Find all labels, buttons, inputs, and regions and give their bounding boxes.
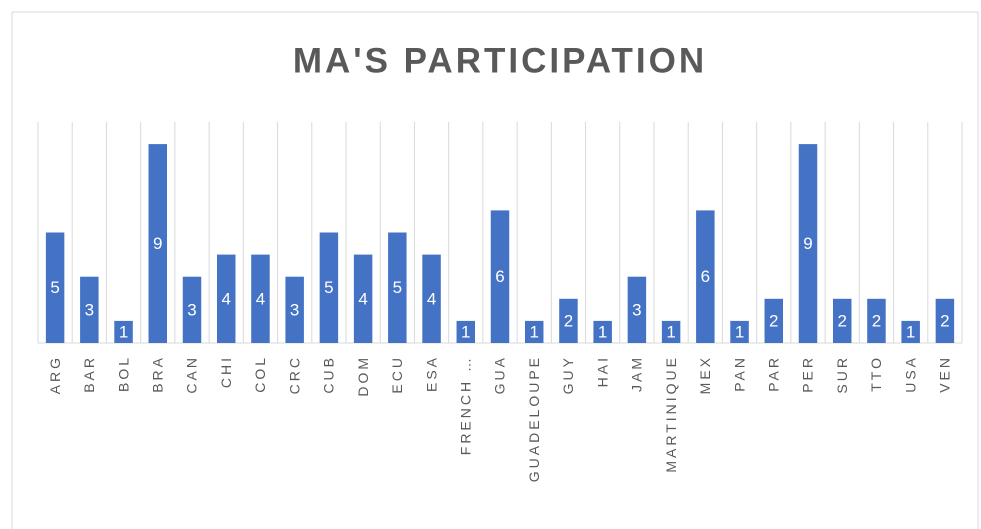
bar <box>456 320 476 343</box>
data-label: 2 <box>769 311 778 330</box>
bar <box>388 232 407 343</box>
x-tick-label: MEX <box>697 355 713 394</box>
x-tick-label: FRENCH … <box>457 355 473 455</box>
bar <box>148 144 168 343</box>
bar <box>867 298 886 343</box>
bar <box>490 210 510 343</box>
bar <box>353 254 373 343</box>
data-label: 5 <box>324 278 333 297</box>
data-label: 4 <box>427 289 436 308</box>
data-label: 1 <box>906 322 915 341</box>
bar <box>593 320 612 343</box>
bar <box>764 298 784 343</box>
x-tick-label: VEN <box>937 355 953 393</box>
data-label: 1 <box>735 322 744 341</box>
bar <box>182 276 202 343</box>
bar <box>730 320 749 343</box>
x-tick-label: USA <box>902 355 918 393</box>
x-tick-label: PAN <box>731 355 747 392</box>
x-tick-label: BOL <box>115 355 131 392</box>
data-label: 4 <box>221 289 230 308</box>
x-tick-label: ECU <box>389 355 405 394</box>
x-tick-label: CRC <box>286 355 302 394</box>
bar <box>80 276 99 343</box>
x-tick-label: ESA <box>423 355 439 392</box>
bar <box>216 254 236 343</box>
data-label: 9 <box>153 234 162 253</box>
x-tick-label: GUA <box>492 355 508 394</box>
x-tick-label: GUY <box>560 355 576 394</box>
bar <box>422 254 441 343</box>
data-label: 5 <box>393 278 402 297</box>
bar <box>45 232 65 343</box>
x-tick-label: CUB <box>321 355 337 394</box>
x-tick-label: DOM <box>355 355 371 397</box>
data-label: 6 <box>701 267 710 286</box>
bar <box>559 298 578 343</box>
chart-title: MA'S PARTICIPATION <box>293 41 707 80</box>
data-label: 4 <box>256 289 265 308</box>
x-tick-label: HAI <box>594 355 610 387</box>
bar <box>251 254 270 343</box>
x-tick-label: CAN <box>184 355 200 394</box>
bar <box>319 232 339 343</box>
data-label: 2 <box>940 311 949 330</box>
x-tick-label: BAR <box>81 355 97 393</box>
x-tick-label: JAM <box>629 355 645 392</box>
data-label: 2 <box>564 311 573 330</box>
data-label: 2 <box>837 311 846 330</box>
data-label: 1 <box>666 322 675 341</box>
data-label: 1 <box>461 322 470 341</box>
x-tick-label: CHI <box>218 355 234 388</box>
x-tick-label: MARTINIQUE <box>663 355 679 473</box>
bar <box>661 320 681 343</box>
data-label: 3 <box>85 300 94 319</box>
bar <box>285 276 304 343</box>
bar <box>696 210 715 343</box>
data-label: 1 <box>598 322 607 341</box>
x-tick-label: PAR <box>765 355 781 392</box>
bar <box>627 276 647 343</box>
data-label: 3 <box>632 300 641 319</box>
x-tick-label: PER <box>800 355 816 393</box>
bar <box>901 320 920 343</box>
x-tick-label: SUR <box>834 355 850 394</box>
data-label: 1 <box>119 322 128 341</box>
data-label: 4 <box>358 289 367 308</box>
x-tick-label: BRA <box>149 355 165 393</box>
data-label: 6 <box>495 267 504 286</box>
data-label: 5 <box>50 278 59 297</box>
data-label: 2 <box>872 311 881 330</box>
data-label: 3 <box>290 300 299 319</box>
x-tick-label: GUADELOUPE <box>526 355 542 482</box>
x-tick-label: COL <box>252 355 268 393</box>
data-label: 3 <box>187 300 196 319</box>
data-label: 9 <box>803 234 812 253</box>
bar <box>524 320 544 343</box>
x-tick-label: ARG <box>47 355 63 394</box>
bar <box>832 298 852 343</box>
x-tick-label: TTO <box>868 355 884 392</box>
bar <box>935 298 955 343</box>
bar <box>114 320 133 343</box>
bar <box>798 144 818 343</box>
data-label: 1 <box>529 322 538 341</box>
